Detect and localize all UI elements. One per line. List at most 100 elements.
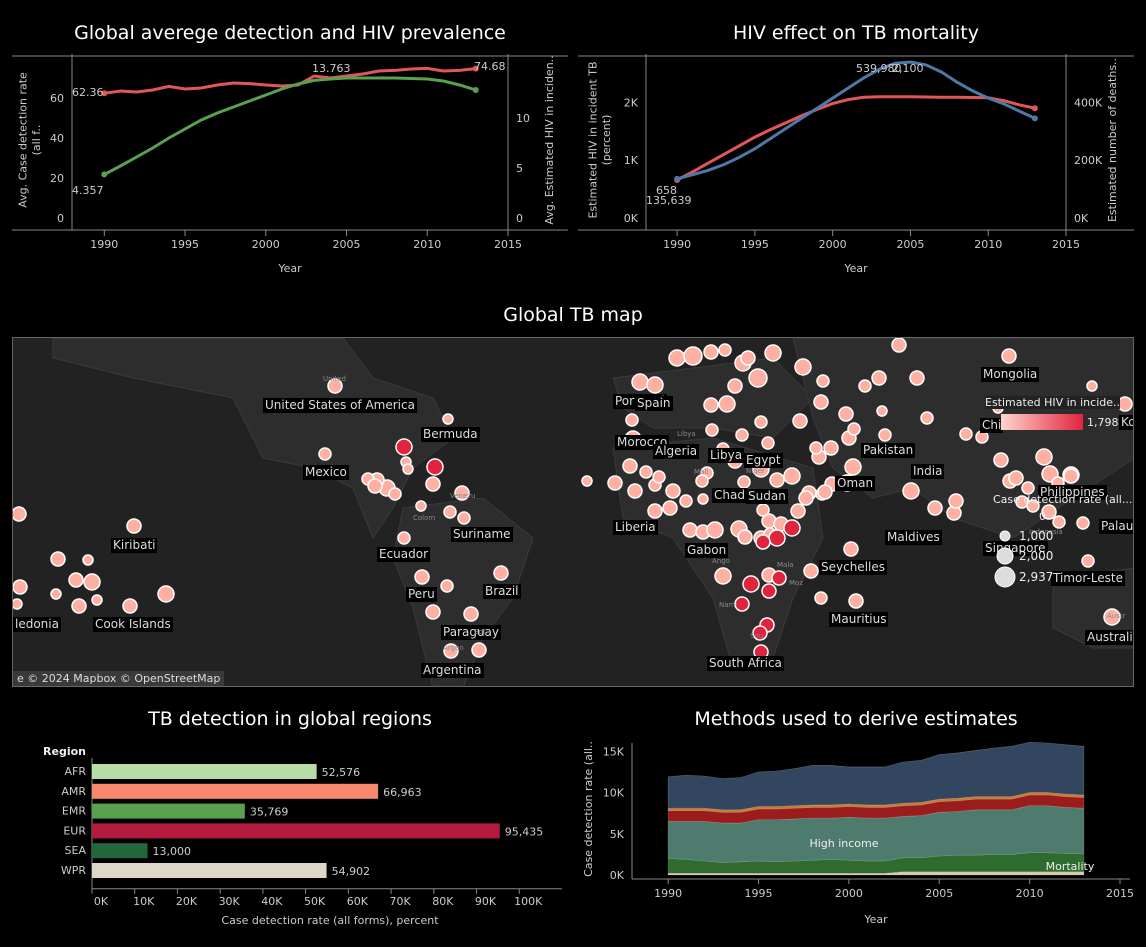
country-bubble bbox=[68, 572, 84, 588]
area-x-tick-label: 2005 bbox=[925, 887, 953, 900]
country-bubble bbox=[769, 472, 785, 488]
map-faint-label: United bbox=[323, 375, 346, 383]
country-bubble-high-hiv bbox=[761, 583, 777, 599]
country-bubble bbox=[639, 465, 653, 479]
map-label: Brazil bbox=[483, 584, 521, 599]
country-bubble bbox=[876, 405, 888, 417]
map-faint-label: Austr bbox=[1107, 612, 1126, 620]
y-right-tick: 400K bbox=[1074, 96, 1103, 109]
country-bubble bbox=[607, 475, 623, 491]
bar-EMR bbox=[92, 803, 245, 819]
x-tick-label: 1990 bbox=[663, 238, 691, 251]
bar-chart-svg[interactable]: Region AFR 52,576 AMR 66,963 EMR 35,769 EUR 95,4… bbox=[0, 740, 570, 940]
map-label: Chad bbox=[712, 488, 747, 503]
attribution-prefix: e bbox=[17, 672, 24, 685]
y-right-tick: 200K bbox=[1074, 154, 1103, 167]
map-title: Global TB map bbox=[503, 304, 643, 326]
y-left-tick: 0K bbox=[624, 212, 639, 225]
series-end-point-0 bbox=[472, 65, 479, 72]
bar-category-label: SEA bbox=[65, 844, 87, 857]
legend-color-ramp[interactable] bbox=[1001, 414, 1083, 430]
bar-EUR bbox=[92, 823, 500, 839]
x-tick-label: 2010 bbox=[413, 238, 441, 251]
y-right-axis-title: Estimated number of deaths.. bbox=[1106, 58, 1119, 222]
country-bubble bbox=[581, 475, 593, 487]
map-label: Libya bbox=[708, 448, 745, 463]
bar-value-label: 54,902 bbox=[332, 865, 371, 878]
country-bubble-high-hiv bbox=[768, 529, 786, 547]
legend-size-top: 0 bbox=[1039, 510, 1046, 523]
y-left-tick: 2K bbox=[624, 96, 639, 109]
map-faint-label: Venezu bbox=[450, 492, 476, 500]
map-label: Bermuda bbox=[421, 427, 480, 442]
map-label: Palau bbox=[1099, 519, 1134, 534]
legend-size-1000: 1,000 bbox=[1019, 529, 1054, 543]
country-bubble bbox=[1081, 554, 1095, 568]
series-line-0 bbox=[104, 66, 476, 95]
landmass-0 bbox=[52, 338, 454, 540]
country-bubble bbox=[697, 493, 709, 505]
y-left-tick: 1K bbox=[624, 154, 639, 167]
country-bubble bbox=[440, 579, 454, 593]
attribution-text: © 2024 Mapbox © OpenStreetMap bbox=[27, 672, 221, 685]
x-tick-label: 1995 bbox=[741, 238, 769, 251]
map-attribution[interactable]: e © 2024 Mapbox © OpenStreetMap bbox=[13, 671, 225, 686]
country-bubble bbox=[652, 470, 666, 484]
area-y-tick: 5K bbox=[610, 828, 625, 841]
country-bubble bbox=[754, 415, 768, 429]
country-bubble bbox=[703, 344, 719, 360]
bar-x-tick-label: 60K bbox=[347, 895, 369, 908]
x-tick-label: 2010 bbox=[974, 238, 1002, 251]
area-chart-svg[interactable]: 0K 5K 10K 15K 1990 1995 2000 2005 2010 2015 Year Ca… bbox=[576, 737, 1146, 937]
map-label: ledonia bbox=[13, 617, 61, 632]
country-bubble-high-hiv bbox=[426, 458, 444, 476]
series-line-1 bbox=[103, 76, 477, 176]
country-bubble bbox=[705, 423, 719, 437]
country-bubble bbox=[959, 427, 973, 441]
country-bubble bbox=[848, 593, 864, 609]
x-tick-label: 2000 bbox=[819, 238, 847, 251]
country-bubble bbox=[443, 643, 459, 659]
country-bubble bbox=[662, 500, 678, 516]
country-bubble bbox=[891, 338, 907, 353]
chart2-svg[interactable]: 0K 1K 2K 0K 200K 400K 1990 1995 2000 2005 2010 2015… bbox=[576, 48, 1146, 313]
map-label: Timor-Leste bbox=[1051, 571, 1126, 586]
y-right-tick: 5 bbox=[516, 162, 523, 175]
country-bubble bbox=[71, 598, 87, 614]
chart1-svg[interactable]: 0 20 40 60 0 5 10 1990 1995 2000 2005 2010 2015 Year 6… bbox=[0, 48, 570, 313]
bar-category-label: AFR bbox=[65, 765, 87, 778]
country-bubble bbox=[1001, 348, 1017, 364]
country-bubble bbox=[737, 529, 753, 545]
country-bubble bbox=[798, 490, 814, 506]
country-bubble bbox=[902, 482, 920, 500]
y-right-tick: 0 bbox=[516, 212, 523, 225]
series-start-point-1 bbox=[674, 175, 681, 182]
bar-x-tick-label: 0K bbox=[94, 895, 109, 908]
country-bubble bbox=[1021, 481, 1035, 495]
map-faint-label: Libya bbox=[677, 430, 696, 438]
bar-value-label: 13,000 bbox=[153, 845, 192, 858]
map-label: Paraguay bbox=[441, 625, 502, 640]
country-bubble bbox=[13, 579, 28, 595]
bar-x-tick-label: 90K bbox=[475, 895, 497, 908]
map-faint-label: Moz bbox=[789, 579, 803, 587]
country-bubble bbox=[665, 483, 681, 499]
map-label: India bbox=[911, 464, 945, 479]
world-map[interactable]: United States of America Bermuda Mexico Kir… bbox=[12, 337, 1134, 687]
series-line-0 bbox=[676, 95, 1036, 182]
chart1-title: Global averege detection and HIV prevale… bbox=[74, 22, 506, 44]
country-bubble bbox=[714, 567, 732, 585]
category-header: Region bbox=[43, 745, 86, 758]
country-bubble bbox=[318, 447, 332, 461]
bar-x-tick-label: 80K bbox=[432, 895, 454, 908]
country-bubble bbox=[756, 503, 770, 517]
country-bubble bbox=[735, 428, 749, 442]
country-bubble bbox=[402, 463, 414, 475]
country-bubble bbox=[457, 511, 471, 525]
bar-x-tick-label: 100K bbox=[514, 895, 543, 908]
map-canvas[interactable] bbox=[13, 338, 1134, 687]
x-tick-label: 1990 bbox=[90, 238, 118, 251]
country-bubble bbox=[622, 458, 638, 474]
chart2-title: HIV effect on TB mortality bbox=[732, 22, 979, 44]
map-label: Oman bbox=[835, 476, 876, 491]
